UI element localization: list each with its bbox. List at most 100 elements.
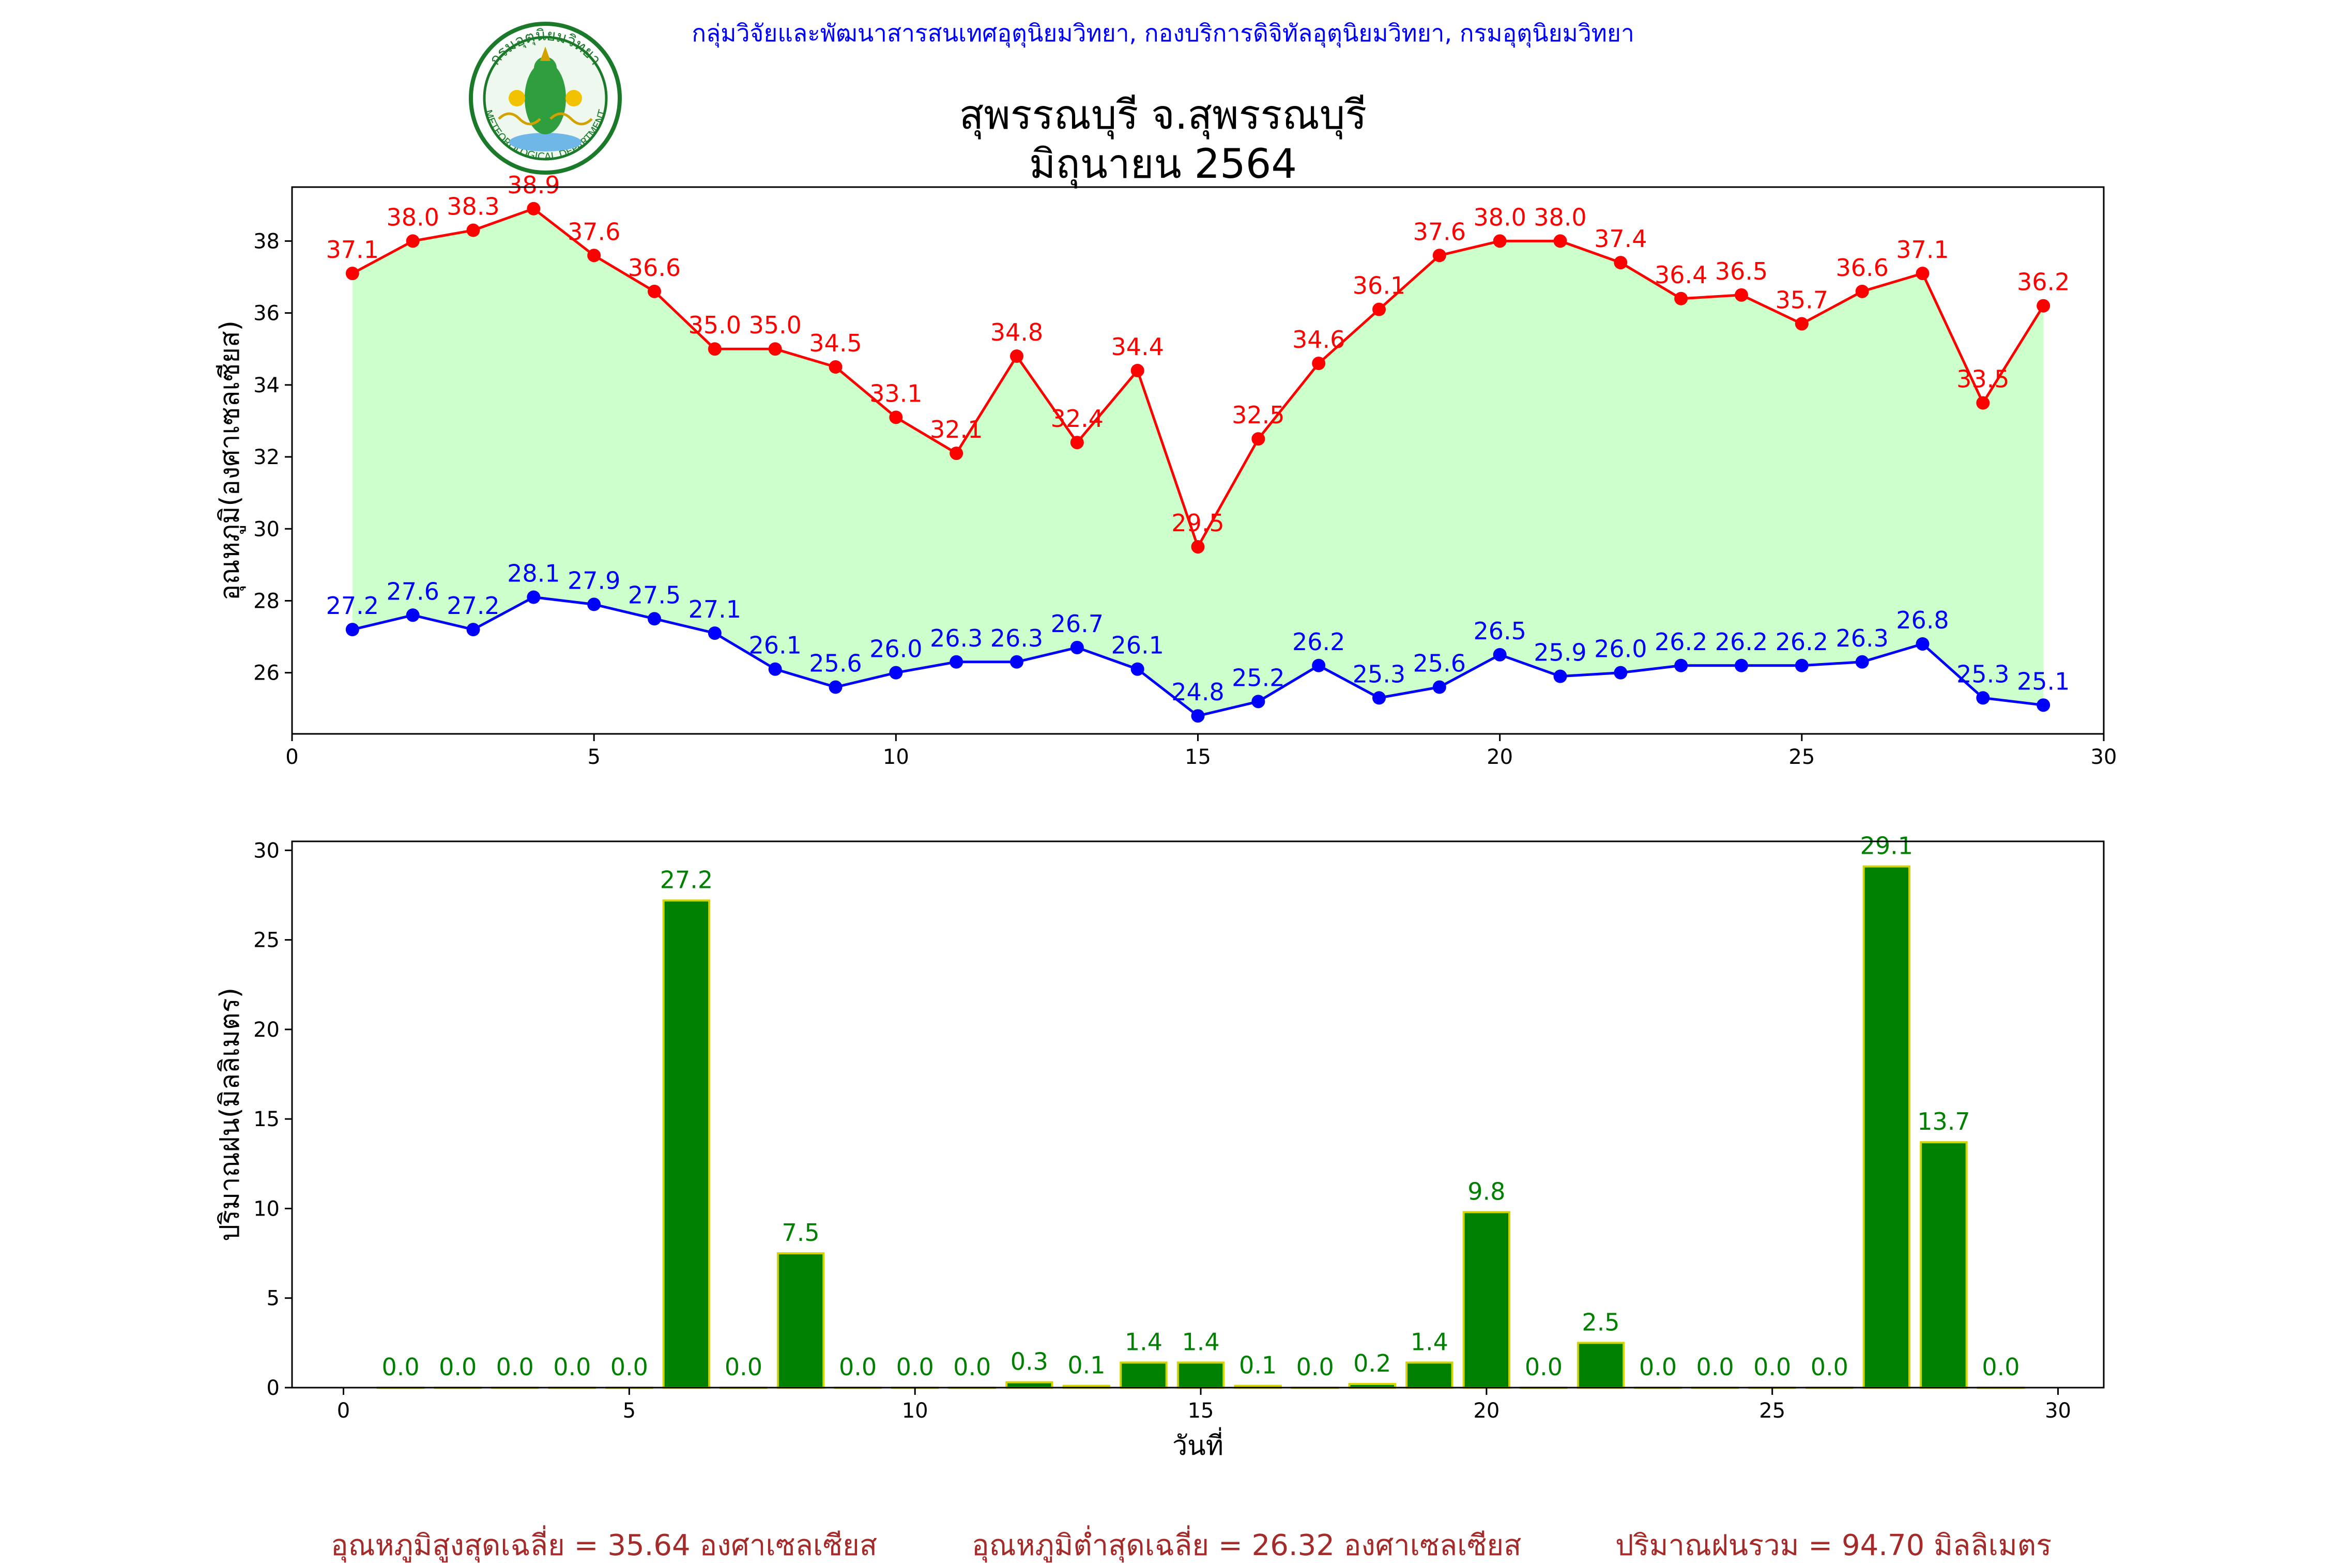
rainfall-bar-label: 0.0	[1525, 1353, 1563, 1381]
temperature-min-label: 25.6	[1413, 650, 1466, 678]
temperature-max-point	[2037, 299, 2050, 313]
temperature-min-label: 27.2	[447, 592, 499, 620]
temperature-min-point	[1795, 658, 1809, 672]
rainfall-bar-label: 0.0	[953, 1353, 991, 1381]
temperature-max-point	[1916, 267, 1930, 281]
temperature-min-point	[527, 590, 541, 604]
temperature-chart: 37.138.0 38.338.937.636.635.0 35.034.533.1…	[215, 171, 2117, 769]
rainfall-y-tick-label: 25	[253, 929, 280, 952]
temperature-min-point	[889, 666, 903, 680]
rainfall-bar-label: 0.0	[839, 1353, 877, 1381]
temperature-x-tick-label: 30	[2091, 745, 2117, 769]
temperature-max-point	[950, 447, 963, 460]
temperature-max-point	[829, 360, 843, 374]
rainfall-bar-label: 0.0	[496, 1353, 534, 1381]
temperature-max-point	[1493, 234, 1507, 248]
rainfall-chart-frame	[291, 840, 2105, 1389]
temperature-min-label: 27.1	[688, 595, 741, 623]
temperature-max-label: 37.4	[1594, 225, 1647, 253]
rainfall-x-tick-label: 25	[1759, 1399, 1785, 1423]
rainfall-chart: 0.0 0.0 0.0 0.0 0.0 27.2 0.0 7.5 0.0 0.0 0.0 0.3 0.1…	[215, 832, 2105, 1462]
temperature-max-point	[1553, 234, 1567, 248]
rainfall-x-tick-label: 30	[2045, 1399, 2071, 1423]
temperature-min-label: 26.3	[990, 624, 1043, 652]
temperature-y-axis-label: อุณหภูมิ(องศาเซลเซียส)	[215, 320, 246, 601]
temperature-max-label: 37.6	[1413, 218, 1466, 245]
rainfall-bar-label: 0.0	[1982, 1353, 2019, 1381]
temperature-y-tick-label: 30	[253, 517, 280, 541]
temperature-min-point	[466, 623, 480, 637]
temperature-min-label: 25.3	[1956, 660, 2009, 688]
temperature-max-label: 36.2	[2017, 268, 2070, 296]
temperature-min-point	[1735, 658, 1748, 672]
temperature-max-label: 29.5	[1171, 509, 1224, 537]
temperature-min-point	[1553, 669, 1567, 683]
temperature-max-point	[889, 410, 903, 424]
rainfall-y-tick-label: 10	[253, 1197, 280, 1221]
rainfall-bar	[662, 899, 711, 1389]
temperature-min-label: 25.2	[1232, 664, 1284, 691]
temperature-min-point	[1916, 637, 1930, 651]
temperature-max-label: 37.6	[568, 218, 620, 245]
rainfall-bar-label: 0.0	[382, 1353, 420, 1381]
rainfall-x-axis-label: วันที่	[1172, 1427, 1223, 1462]
temperature-y-tick-label: 36	[253, 302, 280, 326]
temperature-max-point	[1130, 363, 1144, 377]
temperature-min-label: 26.1	[1111, 632, 1164, 659]
temperature-max-point	[466, 223, 480, 237]
temperature-min-point	[1372, 691, 1386, 705]
rainfall-bar-label: 1.4	[1411, 1328, 1448, 1356]
rainfall-bar-label: 0.0	[1753, 1353, 1791, 1381]
temperature-min-label: 28.1	[507, 560, 560, 588]
rainfall-y-tick-label: 15	[253, 1108, 280, 1131]
temperature-max-label: 38.0	[386, 203, 439, 231]
temperature-max-point	[1976, 396, 1990, 410]
temperature-min-label: 26.8	[1896, 606, 1949, 634]
temperature-max-label: 36.1	[1353, 272, 1405, 300]
rainfall-bar-label: 13.7	[1917, 1108, 1970, 1135]
temperature-min-point	[708, 626, 722, 640]
temperature-y-tick-label: 34	[253, 374, 280, 397]
temperature-min-label: 26.0	[869, 635, 922, 663]
temperature-max-point	[1855, 284, 1869, 298]
temperature-max-point	[587, 249, 601, 263]
rainfall-bar-label: 0.0	[1811, 1353, 1848, 1381]
temperature-min-label: 25.3	[1353, 660, 1405, 688]
temperature-min-point	[1432, 680, 1446, 694]
credit-text: กลุ่มวิจัยและพัฒนาสารสนเทศอุตุนิยมวิทยา,…	[692, 19, 1634, 47]
rainfall-bar	[776, 1252, 825, 1389]
temperature-max-point	[1614, 256, 1628, 270]
temperature-min-point	[950, 655, 963, 669]
rainfall-x-tick-label: 15	[1188, 1399, 1214, 1423]
temperature-max-label: 34.4	[1111, 333, 1164, 361]
avg-min-temp-text: อุณหภูมิต่ำสุดเฉลี่ย = 26.32 องศาเซลเซีย…	[972, 1529, 1522, 1562]
temperature-min-point	[1976, 691, 1990, 705]
temperature-y-tick-label: 32	[253, 445, 280, 469]
rainfall-bar-label: 0.0	[1296, 1353, 1334, 1381]
temperature-min-label: 26.7	[1051, 610, 1104, 638]
temperature-max-point	[345, 267, 359, 281]
temperature-x-tick-label: 15	[1185, 745, 1211, 769]
temperature-max-label: 32.5	[1232, 401, 1284, 429]
total-rain-text: ปริมาณฝนรวม = 94.70 มิลลิเมตร	[1615, 1529, 2052, 1562]
temperature-min-label: 26.2	[1715, 628, 1768, 656]
temperature-max-label: 32.1	[930, 416, 983, 443]
temperature-x-tick-label: 5	[587, 745, 600, 769]
rainfall-bar-label: 0.2	[1353, 1349, 1391, 1377]
rainfall-y-axis-label: ปริมาณฝน(มิลลิเมตร)	[215, 988, 246, 1241]
temperature-min-label: 26.2	[1655, 628, 1707, 656]
temperature-max-point	[648, 284, 661, 298]
temperature-min-label: 26.2	[1776, 628, 1828, 656]
rainfall-x-tick-label: 20	[1473, 1399, 1499, 1423]
rainfall-x-tick-label: 0	[337, 1399, 350, 1423]
temperature-max-label: 36.6	[628, 254, 681, 282]
temperature-range-fill	[352, 208, 2044, 716]
temperature-min-point	[768, 662, 782, 676]
rainfall-bar-label: 0.0	[439, 1353, 477, 1381]
rainfall-y-tick-label: 5	[267, 1287, 280, 1311]
temperature-max-point	[708, 342, 722, 356]
temperature-min-label: 27.6	[386, 577, 439, 605]
temperature-max-point	[1674, 291, 1688, 305]
rainfall-bar-label: 0.0	[1696, 1353, 1734, 1381]
